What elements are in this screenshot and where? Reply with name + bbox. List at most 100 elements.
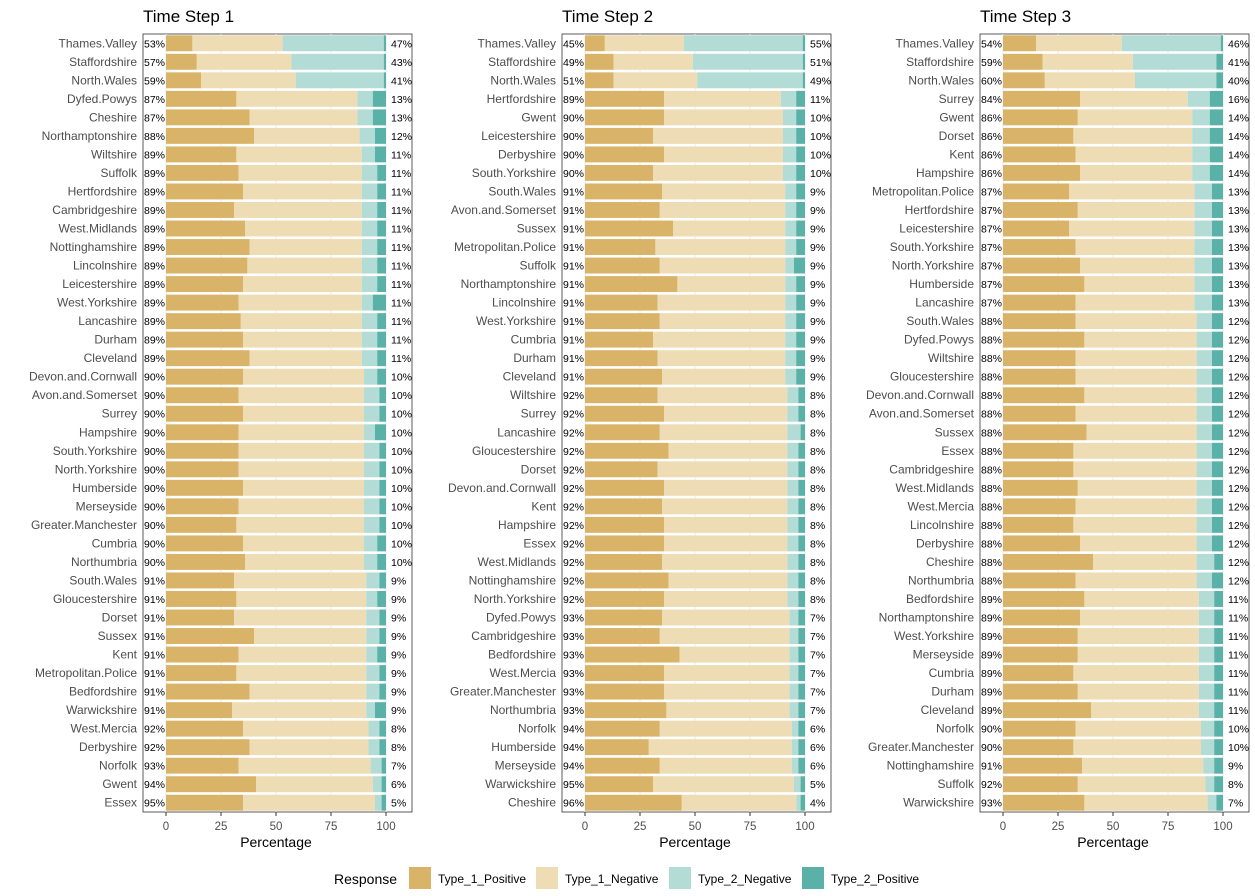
- bar-type-1-negative: [1073, 461, 1197, 478]
- bar-type-1-negative: [1086, 424, 1197, 441]
- bar-type-1-negative: [1077, 109, 1193, 126]
- type1-percent-label: 86%: [981, 168, 1002, 180]
- bar-type-1-positive: [166, 72, 202, 89]
- type2-percent-label: 7%: [810, 687, 825, 699]
- type1-percent-label: 89%: [981, 687, 1002, 699]
- type2-percent-label: 10%: [810, 131, 831, 143]
- bar-type-2-positive: [800, 776, 805, 793]
- category-label: Nottinghamshire: [887, 759, 975, 773]
- bar-type-2-negative: [787, 572, 799, 589]
- bar-type-1-positive: [585, 146, 665, 163]
- bar-type-1-negative: [238, 442, 364, 459]
- bar-type-1-negative: [657, 350, 786, 367]
- bar-type-2-negative: [787, 405, 799, 422]
- bar-type-2-negative: [785, 183, 797, 200]
- type2-percent-label: 9%: [391, 668, 406, 680]
- bar-type-2-negative: [1196, 331, 1212, 348]
- bar-type-2-negative: [1192, 164, 1210, 181]
- bar-type-1-negative: [1084, 794, 1208, 811]
- bar-type-1-positive: [1003, 702, 1091, 719]
- category-label: Kent: [112, 648, 137, 662]
- type2-percent-label: 13%: [1228, 224, 1249, 236]
- category-label: Lancashire: [78, 314, 137, 328]
- bar-type-2-negative: [1196, 498, 1212, 515]
- x-tick-label: 75: [1162, 821, 1175, 833]
- bar-type-2-negative: [1196, 350, 1212, 367]
- category-label: Avon.and.Somerset: [32, 388, 138, 402]
- category-label: Staffordshire: [69, 55, 137, 69]
- type1-percent-label: 93%: [563, 613, 584, 625]
- bar-type-2-negative: [368, 739, 380, 756]
- category-label: Gloucestershire: [472, 444, 556, 458]
- type2-percent-label: 9%: [810, 224, 825, 236]
- bar-type-1-positive: [585, 239, 656, 255]
- category-label: South.Wales: [69, 573, 137, 587]
- type1-percent-label: 88%: [981, 335, 1002, 347]
- type2-percent-label: 9%: [810, 242, 825, 254]
- bar-type-1-positive: [166, 387, 239, 404]
- bar-type-1-positive: [166, 127, 254, 144]
- bar-type-1-positive: [1003, 220, 1069, 237]
- bar-type-2-positive: [796, 368, 805, 385]
- bar-type-2-negative: [366, 683, 380, 700]
- type1-percent-label: 87%: [981, 261, 1002, 273]
- bar-type-1-positive: [166, 35, 193, 52]
- bar-type-2-positive: [375, 702, 386, 719]
- bar-type-1-negative: [655, 239, 786, 255]
- type1-percent-label: 91%: [563, 353, 584, 365]
- type1-percent-label: 94%: [144, 779, 165, 791]
- type1-percent-label: 88%: [981, 409, 1002, 421]
- bar-type-1-negative: [1077, 683, 1199, 700]
- legend-title: Response: [334, 871, 397, 887]
- type2-percent-label: 41%: [391, 75, 412, 87]
- type2-percent-label: 12%: [1228, 316, 1249, 328]
- type2-percent-label: 13%: [391, 94, 412, 106]
- type2-percent-label: 11%: [1228, 594, 1248, 606]
- type2-percent-label: 13%: [391, 112, 412, 124]
- bar-type-1-negative: [1044, 72, 1135, 89]
- type1-percent-label: 92%: [144, 724, 165, 736]
- bar-type-1-positive: [166, 794, 243, 811]
- type1-percent-label: 86%: [981, 131, 1002, 143]
- bar-type-2-negative: [791, 739, 799, 756]
- type1-percent-label: 88%: [981, 483, 1002, 495]
- bar-type-1-negative: [1075, 572, 1197, 589]
- type1-percent-label: 92%: [563, 557, 584, 569]
- category-label: Dorset: [939, 129, 975, 143]
- bar-type-2-positive: [377, 331, 386, 348]
- type1-percent-label: 91%: [563, 316, 584, 328]
- bar-type-2-positive: [1212, 313, 1223, 330]
- category-label: Devon.and.Cornwall: [29, 370, 137, 384]
- category-label: Hampshire: [498, 518, 556, 532]
- bar-type-1-negative: [243, 535, 364, 552]
- bar-type-2-positive: [1212, 331, 1223, 348]
- bar-type-1-positive: [1003, 720, 1076, 737]
- type1-percent-label: 95%: [144, 798, 165, 810]
- panel-frame: [561, 33, 832, 813]
- bar-type-1-positive: [585, 183, 662, 200]
- bar-type-1-positive: [1003, 72, 1045, 89]
- type2-percent-label: 8%: [1228, 779, 1243, 791]
- bar-type-1-negative: [236, 591, 367, 607]
- bar-type-2-negative: [357, 90, 373, 107]
- bar-type-1-negative: [1077, 646, 1199, 663]
- bar-type-2-negative: [785, 313, 797, 330]
- bar-type-1-negative: [653, 127, 783, 144]
- bar-type-1-negative: [659, 628, 790, 644]
- type1-percent-label: 87%: [144, 94, 165, 106]
- category-label: West.Yorkshire: [476, 314, 556, 328]
- bar-type-2-negative: [789, 683, 799, 700]
- bar-type-1-positive: [585, 387, 658, 404]
- type2-percent-label: 12%: [1228, 427, 1249, 439]
- bar-type-2-negative: [364, 553, 378, 570]
- bar-type-1-negative: [238, 294, 362, 311]
- type1-percent-label: 93%: [563, 631, 584, 643]
- bar-type-1-positive: [585, 553, 662, 570]
- bar-type-1-negative: [677, 276, 786, 293]
- bar-type-1-negative: [662, 368, 786, 385]
- bar-type-2-negative: [1198, 683, 1215, 700]
- bar-type-1-negative: [679, 646, 790, 663]
- category-label: Avon.and.Somerset: [451, 203, 557, 217]
- bar-type-2-positive: [1212, 535, 1223, 552]
- bar-type-2-positive: [796, 276, 805, 293]
